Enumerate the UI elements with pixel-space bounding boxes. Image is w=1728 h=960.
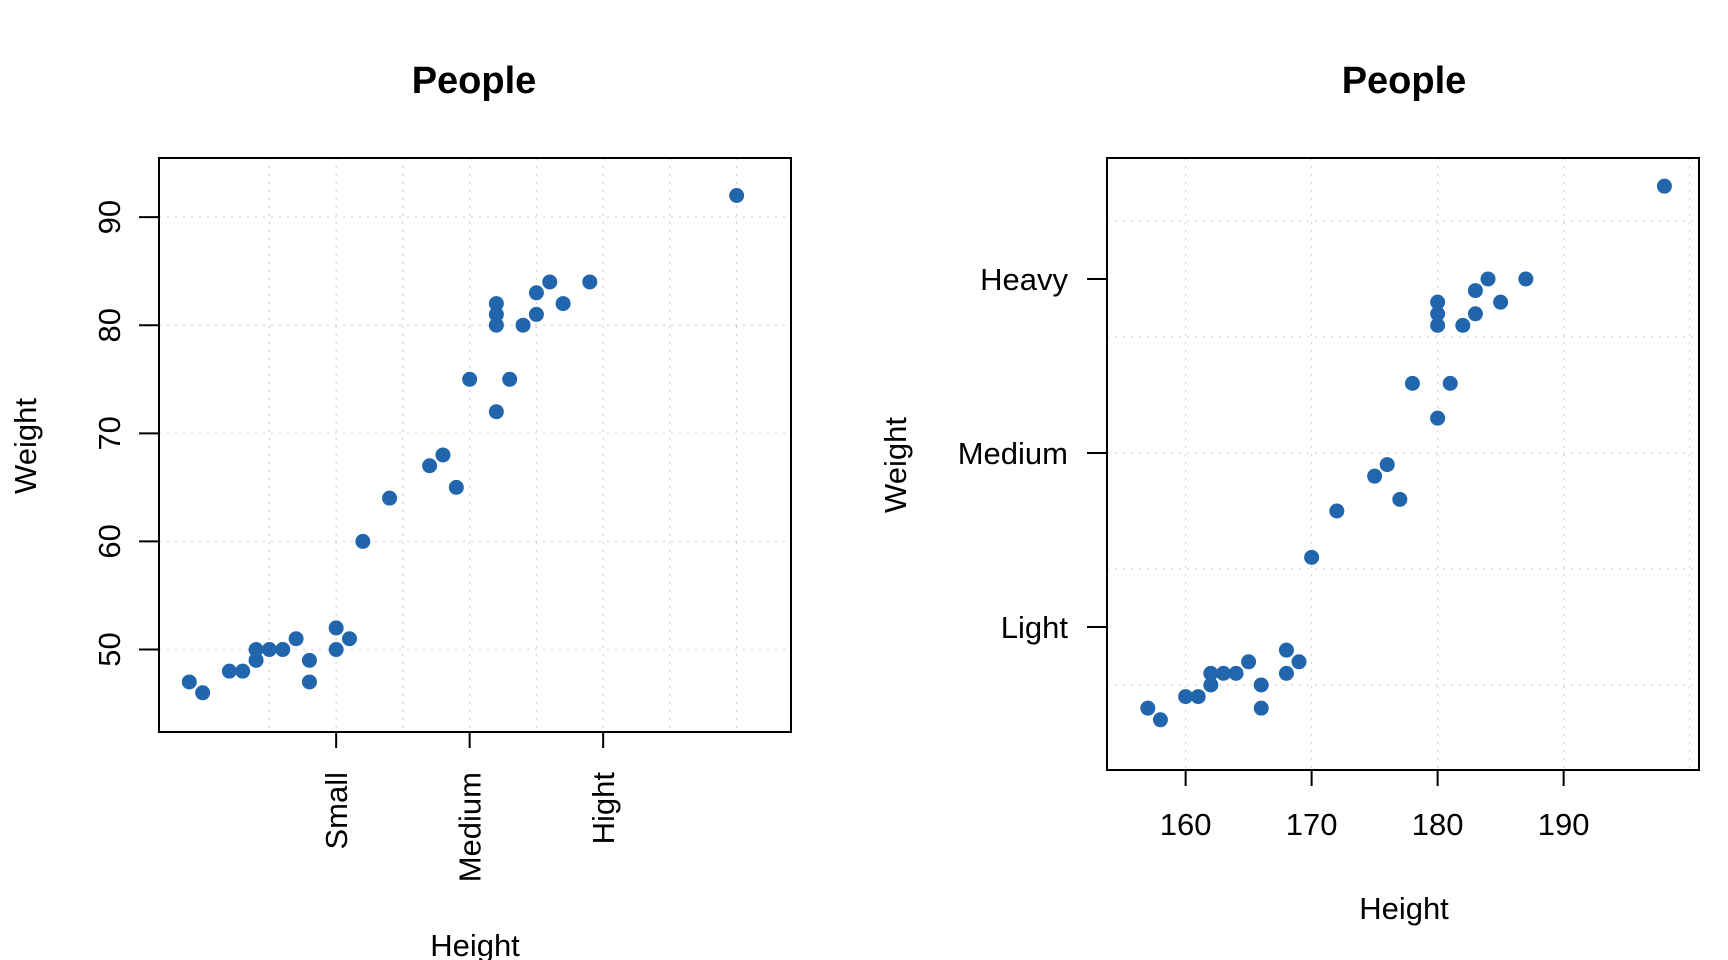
- data-point: [235, 663, 251, 679]
- data-point: [1304, 549, 1320, 565]
- data-point: [1392, 491, 1408, 507]
- data-point: [502, 371, 518, 387]
- left-chart: People Small Medium Hight 50 60 70 80 90 Heigh…: [8, 60, 792, 960]
- data-point: [528, 285, 544, 301]
- data-point: [328, 620, 344, 636]
- data-point: [1291, 654, 1307, 670]
- data-point: [1379, 457, 1395, 473]
- data-point: [1430, 306, 1446, 322]
- data-point: [1203, 677, 1219, 693]
- right-chart-x-axis-label: Height: [1359, 891, 1449, 926]
- data-point: [488, 306, 504, 322]
- data-point: [382, 490, 398, 506]
- y-tick-label: Medium: [958, 436, 1068, 471]
- y-tick-label: 50: [92, 632, 127, 666]
- data-point: [195, 685, 211, 701]
- y-tick-label: 70: [92, 416, 127, 450]
- data-point: [729, 187, 745, 203]
- right-chart-x-ticks: 160 170 180 190: [1160, 770, 1590, 842]
- data-point: [1367, 468, 1383, 484]
- x-tick-label: Small: [319, 772, 354, 850]
- left-chart-y-axis-label: Weight: [8, 398, 43, 494]
- left-chart-points: [181, 187, 745, 701]
- data-point: [1442, 375, 1458, 391]
- data-point: [1493, 294, 1509, 310]
- data-point: [1455, 317, 1471, 333]
- data-point: [1430, 410, 1446, 426]
- data-point: [342, 631, 358, 647]
- left-chart-title: People: [412, 60, 537, 102]
- data-point: [1480, 271, 1496, 287]
- data-point: [1467, 306, 1483, 322]
- data-point: [515, 317, 531, 333]
- left-chart-y-ticks: 50 60 70 80 90: [92, 200, 159, 667]
- left-chart-plot-frame: [158, 157, 792, 733]
- right-chart-points: [1140, 178, 1672, 728]
- data-point: [181, 674, 197, 690]
- left-chart-x-ticks: Small Medium Hight: [319, 732, 621, 882]
- data-point: [248, 652, 264, 668]
- data-point: [1241, 654, 1257, 670]
- data-point: [355, 533, 371, 549]
- data-point: [448, 479, 464, 495]
- data-point: [1228, 665, 1244, 681]
- data-point: [1656, 178, 1672, 194]
- data-point: [1404, 375, 1420, 391]
- data-point: [261, 642, 277, 658]
- data-point: [1140, 700, 1156, 716]
- left-chart-x-axis-label: Height: [430, 928, 520, 960]
- y-tick-label: 80: [92, 308, 127, 342]
- x-tick-label: 180: [1412, 807, 1464, 842]
- data-point: [221, 663, 237, 679]
- right-chart-y-ticks: Light Medium Heavy: [958, 262, 1107, 645]
- data-point: [582, 274, 598, 290]
- data-point: [1467, 283, 1483, 299]
- data-point: [488, 317, 504, 333]
- data-point: [1152, 712, 1168, 728]
- data-point: [422, 458, 438, 474]
- x-tick-label: Medium: [453, 772, 488, 882]
- data-point: [1253, 677, 1269, 693]
- data-point: [1430, 317, 1446, 333]
- y-tick-label: 90: [92, 200, 127, 234]
- data-point: [1178, 689, 1194, 705]
- y-tick-label: Heavy: [980, 262, 1068, 297]
- right-chart-y-axis-label: Weight: [878, 417, 913, 513]
- data-point: [1215, 665, 1231, 681]
- data-point: [435, 447, 451, 463]
- x-tick-label: 170: [1286, 807, 1338, 842]
- data-point: [488, 296, 504, 312]
- data-point: [1190, 689, 1206, 705]
- data-point: [328, 642, 344, 658]
- data-point: [1278, 642, 1294, 658]
- data-point: [1430, 294, 1446, 310]
- data-point: [462, 371, 478, 387]
- data-point: [1329, 503, 1345, 519]
- y-tick-label: 60: [92, 524, 127, 558]
- data-point: [542, 274, 558, 290]
- data-point: [301, 674, 317, 690]
- data-point: [288, 631, 304, 647]
- data-point: [488, 404, 504, 420]
- data-point: [555, 296, 571, 312]
- right-chart-plot-frame: [1106, 157, 1700, 771]
- data-point: [1253, 700, 1269, 716]
- x-tick-label: 190: [1538, 807, 1590, 842]
- x-tick-label: 160: [1160, 807, 1212, 842]
- right-chart-title: People: [1342, 60, 1467, 102]
- data-point: [301, 652, 317, 668]
- data-point: [1203, 665, 1219, 681]
- data-point: [248, 642, 264, 658]
- data-point: [1518, 271, 1534, 287]
- y-tick-label: Light: [1001, 610, 1069, 645]
- right-chart-grid: [1107, 158, 1699, 770]
- data-point: [528, 306, 544, 322]
- right-chart: People 160 170 180 190 Light Medium Heavy Hei…: [878, 60, 1700, 926]
- data-point: [275, 642, 291, 658]
- data-point: [1278, 665, 1294, 681]
- x-tick-label: Hight: [586, 772, 621, 845]
